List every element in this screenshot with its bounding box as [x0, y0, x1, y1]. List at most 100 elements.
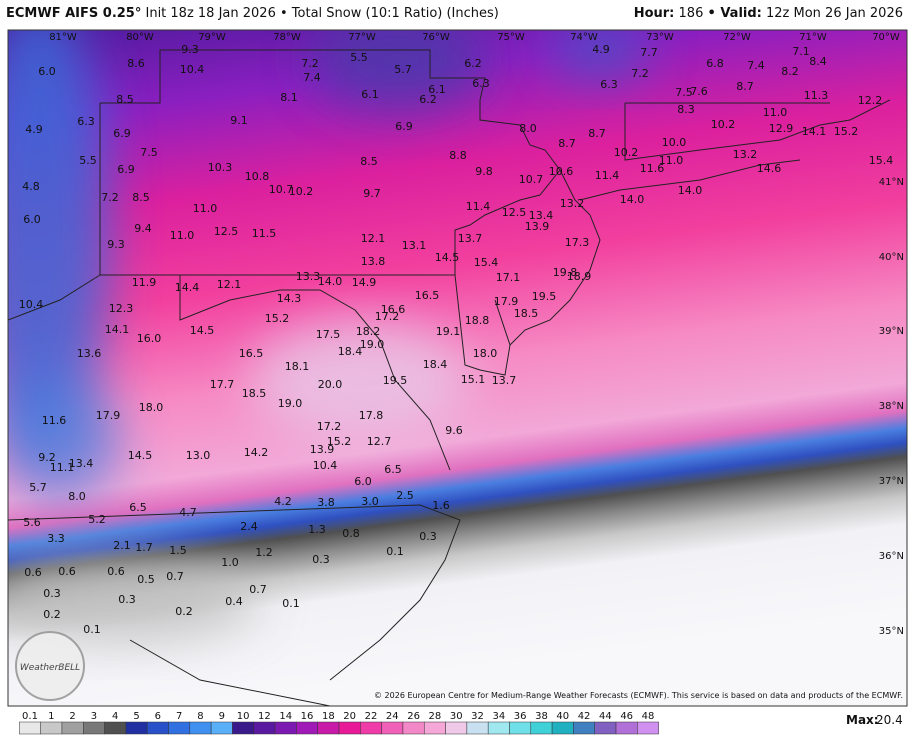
snow-total: 0.6 [24, 566, 42, 579]
snow-total: 0.2 [43, 608, 61, 621]
latitude-label: 41°N [879, 177, 904, 188]
colorbar-label: 46 [620, 711, 633, 722]
colorbar-swatch [253, 721, 276, 735]
snow-total: 0.7 [166, 570, 184, 583]
colorbar-label: 6 [155, 711, 161, 722]
snow-total: 6.8 [706, 57, 724, 70]
latitude-label: 40°N [879, 252, 904, 263]
snow-total: 7.2 [301, 57, 319, 70]
blue-zone [8, 30, 110, 460]
snow-total: 0.4 [225, 595, 243, 608]
credit: © 2026 European Centre for Medium-Range … [374, 691, 903, 700]
colorbar-swatch [168, 721, 191, 735]
snow-total: 18.5 [514, 307, 539, 320]
latitude-label: 38°N [879, 401, 904, 412]
snow-total: 8.8 [449, 149, 467, 162]
snow-total: 0.8 [342, 527, 360, 540]
colorbar-label: 20 [343, 711, 356, 722]
snow-total: 8.7 [558, 137, 576, 150]
colorbar-swatch [189, 721, 212, 735]
snow-total: 19.5 [532, 290, 557, 303]
snow-total: 17.8 [359, 409, 384, 422]
snow-total: 13.7 [458, 232, 483, 245]
snow-total: 8.0 [519, 122, 537, 135]
boundaries [8, 49, 891, 706]
snow-total: 1.5 [169, 544, 187, 557]
hour: 186 [678, 6, 704, 21]
snow-total: 6.5 [384, 463, 402, 476]
snow-total: 13.8 [361, 255, 386, 268]
snow-total: 14.0 [678, 184, 703, 197]
snow-total: 14.5 [128, 449, 153, 462]
colorbar-swatch [423, 721, 446, 735]
init: Init 18z 18 Jan 2026 [145, 6, 276, 21]
colorbar-swatch [594, 721, 617, 735]
snow-total: 17.2 [375, 310, 400, 323]
snow-total: 13.7 [492, 374, 517, 387]
snow-total: 5.7 [394, 63, 412, 76]
colorbar-swatch [487, 721, 510, 735]
snow-total: 14.4 [175, 281, 200, 294]
header-left: ECMWF AIFS 0.25° Init 18z 18 Jan 2026 • … [6, 6, 499, 21]
snow-total: 4.2 [274, 495, 292, 508]
snow-total: 13.6 [77, 347, 102, 360]
colorbar-label: 26 [407, 711, 420, 722]
gray-zone [8, 560, 260, 640]
colorbar-label: 16 [301, 711, 314, 722]
snow-total: 0.1 [282, 597, 300, 610]
snow-total: 18.0 [139, 401, 164, 414]
snow-total: 11.1 [50, 461, 75, 474]
colorbar-label: 18 [322, 711, 335, 722]
snow-total: 14.1 [802, 125, 827, 138]
snow-total: 5.7 [29, 481, 47, 494]
colorbar-swatch [104, 721, 127, 735]
snow-labels: 81°W 80°W 79°W 78°W 77°W 76°W 75°W 74°W 73°W 72°W… [19, 32, 904, 637]
snow-total: 13.9 [310, 443, 335, 456]
snow-total: 18.4 [338, 345, 363, 358]
colorbar-swatch [125, 721, 148, 735]
snow-total: 10.2 [711, 118, 736, 131]
snow-total: 11.3 [804, 89, 829, 102]
snow-total: 7.6 [690, 85, 708, 98]
colorbar-swatch [615, 721, 638, 735]
snow-total: 1.3 [308, 523, 326, 536]
latitude-label: 39°N [879, 326, 904, 337]
longitude-label: 77°W [348, 32, 376, 43]
snow-total: 5.2 [88, 513, 106, 526]
snow-total: 10.4 [313, 459, 338, 472]
snow-total: 0.2 [175, 605, 193, 618]
colorbar-label: 34 [492, 711, 505, 722]
snow-total: 11.0 [763, 106, 788, 119]
colorbar-swatch [360, 721, 382, 735]
snow-total: 15.2 [327, 435, 352, 448]
snow-total: 9.7 [363, 187, 381, 200]
snow-total: 17.2 [317, 420, 342, 433]
snow-total: 19.0 [278, 397, 303, 410]
snow-total: 11.4 [466, 200, 491, 213]
snow-total: 1.6 [432, 499, 450, 512]
snow-total: 2.5 [396, 489, 414, 502]
colorbar-label: 10 [237, 711, 250, 722]
colorbar-label: 32 [471, 711, 484, 722]
snow-total: 4.7 [179, 506, 197, 519]
colorbar-label: 42 [578, 711, 591, 722]
snow-total: 16.5 [415, 289, 440, 302]
snow-total: 15.4 [474, 256, 499, 269]
colorbar-label: 14 [279, 711, 292, 722]
colorbar-label: 38 [535, 711, 548, 722]
snow-total: 18.0 [473, 347, 498, 360]
snow-total: 0.3 [43, 587, 61, 600]
snow-total: 9.3 [107, 238, 125, 251]
colorbar-swatch [381, 721, 404, 735]
snow-total: 11.9 [132, 276, 157, 289]
colorbar-swatch [296, 721, 318, 735]
snow-total: 3.8 [317, 496, 335, 509]
snow-total: 20.0 [318, 378, 343, 391]
colorbar-label: 36 [514, 711, 527, 722]
snow-total: 8.0 [68, 490, 86, 503]
snow-total: 11.0 [170, 229, 195, 242]
colorbar-label: 9 [219, 711, 225, 722]
snow-total: 6.0 [38, 65, 56, 78]
snow-total: 6.0 [354, 475, 372, 488]
